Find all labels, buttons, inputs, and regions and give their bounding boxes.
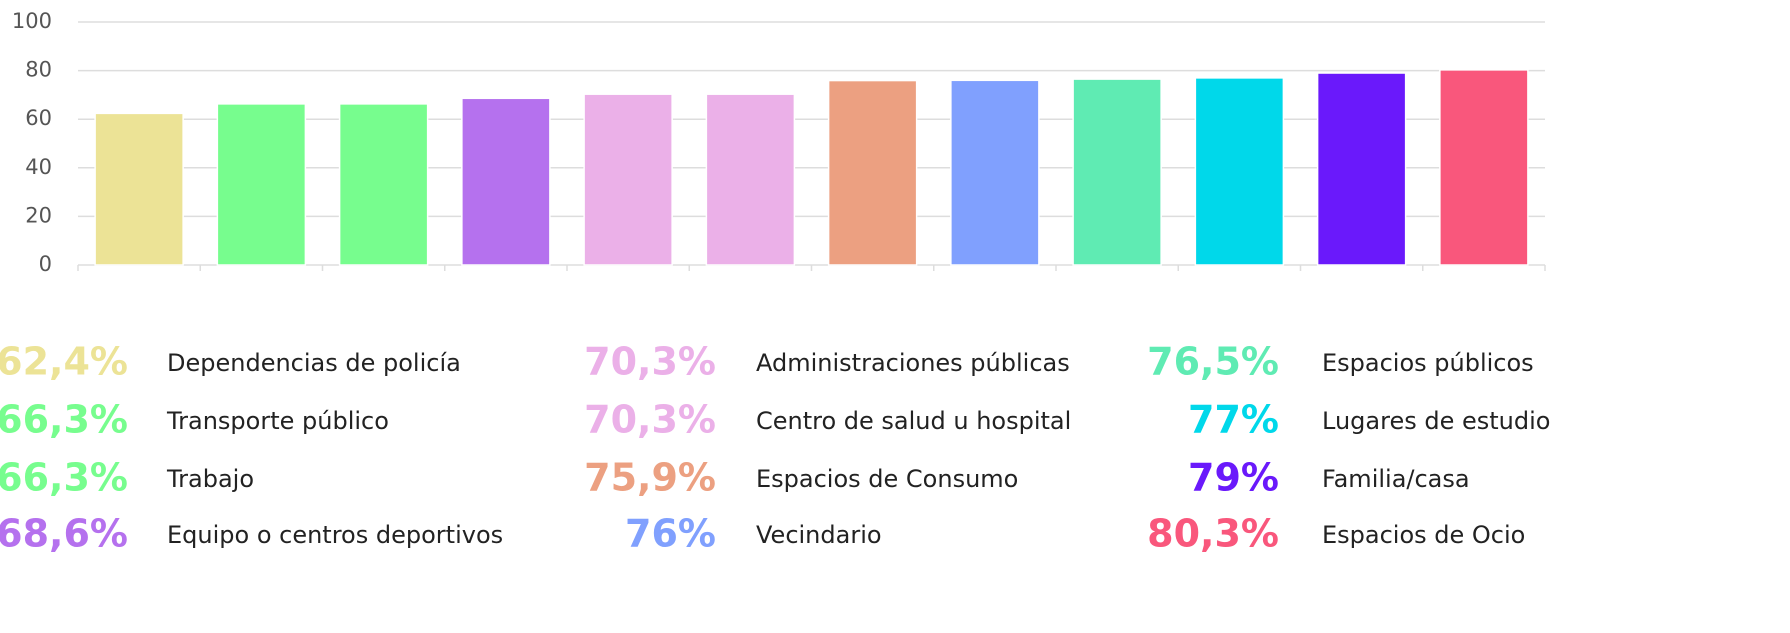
value-label: 66,3% [0,456,128,500]
value-label: 80,3% [1147,512,1279,556]
y-tick-label: 100 [12,9,52,33]
legend-label: Administraciones públicas [756,349,1070,377]
y-tick-label: 0 [39,252,52,276]
value-label: 79% [1188,456,1279,500]
legend-label: Transporte público [166,407,389,435]
bar [827,79,918,266]
legend-label: Espacios públicos [1322,349,1534,377]
legend-label: Centro de salud u hospital [756,407,1071,435]
legend-label: Lugares de estudio [1322,407,1550,435]
y-tick-label: 40 [25,155,52,179]
y-tick-label: 20 [25,203,52,227]
bar [583,93,673,266]
y-tick-label: 80 [25,58,52,82]
value-label: 70,3% [584,398,716,442]
bar [1194,77,1285,266]
value-label: 66,3% [0,398,128,442]
bar [1072,78,1162,266]
legend-label: Vecindario [756,521,882,549]
value-label: 68,6% [0,512,128,556]
value-label: 76,5% [1147,340,1279,384]
bar [950,79,1040,266]
bar [705,93,796,266]
legend-label: Equipo o centros deportivos [167,521,503,549]
value-label: 62,4% [0,340,128,384]
bar [1316,72,1407,266]
bar [94,112,184,266]
y-tick-label: 60 [25,106,52,130]
value-label: 76% [625,512,716,556]
value-label: 77% [1188,398,1279,442]
legend-label: Espacios de Consumo [756,465,1018,493]
value-label: 75,9% [584,456,716,500]
value-label: 70,3% [584,340,716,384]
legend-label: Trabajo [166,465,254,493]
bar [461,97,551,266]
legend-label: Familia/casa [1322,465,1470,493]
bar [338,103,429,266]
legend-label: Dependencias de policía [167,349,461,377]
legend-label: Espacios de Ocio [1322,521,1525,549]
bar [1439,69,1529,266]
bar [216,103,307,266]
